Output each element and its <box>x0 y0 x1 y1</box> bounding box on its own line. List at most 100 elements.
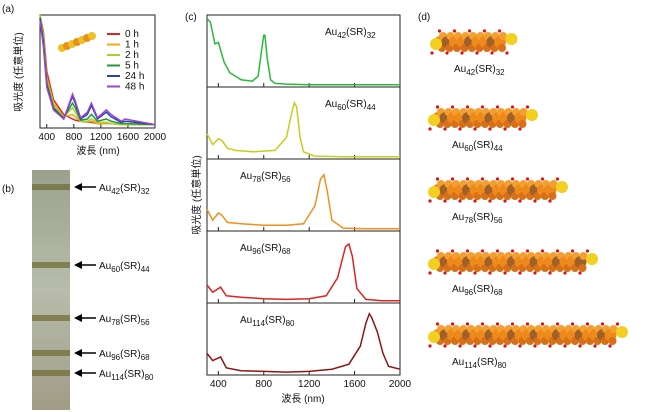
cluster-label: Au78(SR)56 <box>99 314 150 327</box>
ligand: (SR) <box>346 99 367 110</box>
subscript: 114 <box>111 373 124 382</box>
ligand: (SR) <box>261 171 282 182</box>
gel-band <box>32 262 70 268</box>
ligand: (SR) <box>120 261 141 272</box>
subscript: 60 <box>464 144 473 153</box>
sulfur <box>503 127 507 131</box>
x-tick-label: 1200 <box>90 132 113 143</box>
cluster-label: Au42(SR)32 <box>99 183 150 196</box>
metal: Au <box>99 349 111 360</box>
sulfur <box>563 344 567 348</box>
ligand: (SR) <box>261 243 282 254</box>
metal: Au <box>452 357 464 368</box>
sulfur <box>480 322 485 326</box>
ligand: (SR) <box>473 284 494 295</box>
panel-label: (a) <box>2 4 14 15</box>
ligand: (SR) <box>120 349 141 360</box>
cluster-label: Au96(SR)68 <box>240 243 291 256</box>
subscript: 56 <box>141 318 150 327</box>
end-atom <box>428 331 440 343</box>
x-tick-label: 800 <box>255 379 272 390</box>
x-tick-label: 400 <box>210 379 227 390</box>
arrow-head <box>74 349 82 357</box>
sulfur <box>495 322 500 326</box>
sulfur <box>548 199 552 203</box>
end-atom <box>586 253 598 265</box>
sulfur <box>428 344 432 348</box>
metal: Au <box>99 261 111 272</box>
cluster-label: Au60(SR)44 <box>325 99 376 112</box>
sulfur <box>518 199 522 203</box>
sulfur <box>473 271 477 275</box>
panel-label: (d) <box>418 12 430 23</box>
sulfur <box>585 249 590 253</box>
subscript: 44 <box>141 265 150 274</box>
sulfur <box>495 105 500 109</box>
subscript: 44 <box>494 144 503 153</box>
plot-frame <box>39 14 156 129</box>
x-tick-label: 1200 <box>298 379 321 390</box>
arrow-head <box>74 183 82 191</box>
sulfur <box>458 127 462 131</box>
ligand: (SR) <box>265 315 286 326</box>
sulfur <box>488 127 492 131</box>
sulfur <box>593 344 597 348</box>
sulfur <box>600 322 605 326</box>
spectrum-line <box>39 20 156 126</box>
atom <box>499 32 507 40</box>
subscript: 96 <box>252 247 261 256</box>
metal: Au <box>452 284 464 295</box>
subscript: 32 <box>496 68 505 77</box>
subscript: 56 <box>494 216 503 225</box>
sulfur <box>460 51 464 55</box>
ligand: (SR) <box>346 27 367 38</box>
metal: Au <box>99 183 111 194</box>
x-tick-label: 1600 <box>117 132 140 143</box>
sulfur <box>465 249 470 253</box>
sulfur <box>548 271 552 275</box>
sulfur <box>458 199 462 203</box>
atom <box>519 108 528 116</box>
metal: Au <box>452 212 464 223</box>
metal: Au <box>325 99 337 110</box>
subscript: 68 <box>494 288 503 297</box>
sulfur <box>518 271 522 275</box>
legend-label: 2 h <box>125 50 139 61</box>
sulfur <box>497 29 502 33</box>
sulfur <box>510 249 515 253</box>
sulfur <box>430 51 434 55</box>
cluster-label: Au114(SR)80 <box>240 315 295 328</box>
cluster-label: Au42(SR)32 <box>325 27 376 40</box>
plot-frame <box>206 86 401 160</box>
subscript: 68 <box>282 247 291 256</box>
metal: Au <box>240 243 252 254</box>
atom <box>548 192 557 200</box>
sulfur <box>570 249 575 253</box>
x-tick-label: 1600 <box>343 379 366 390</box>
sulfur <box>443 271 447 275</box>
x-tick-label: 2000 <box>144 132 167 143</box>
legend-label: 0 h <box>125 29 139 40</box>
sulfur <box>435 249 440 253</box>
sulfur <box>555 322 560 326</box>
gel-band <box>32 370 70 376</box>
sulfur <box>450 322 455 326</box>
end-atom <box>428 186 440 198</box>
subscript: 114 <box>252 319 265 328</box>
sulfur <box>533 271 537 275</box>
sulfur <box>480 177 485 181</box>
plot-frame <box>206 302 401 376</box>
metal: Au <box>454 64 466 75</box>
atom <box>608 337 617 345</box>
subscript: 96 <box>111 353 120 362</box>
end-atom <box>526 109 538 121</box>
atom <box>549 180 558 188</box>
sulfur <box>495 249 500 253</box>
sulfur <box>473 127 477 131</box>
sulfur <box>555 177 560 181</box>
end-atom <box>505 33 518 45</box>
cluster-label: Au60(SR)44 <box>452 140 503 153</box>
sulfur <box>452 29 457 33</box>
spectrum-line <box>206 312 401 373</box>
